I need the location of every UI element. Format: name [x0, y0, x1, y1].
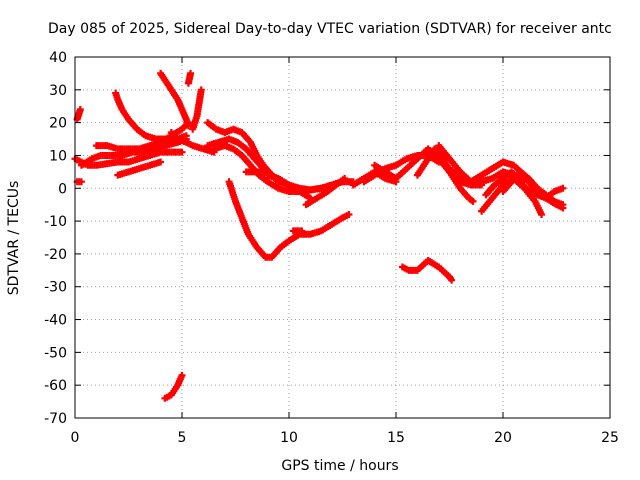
- data-point: [182, 132, 190, 140]
- x-tick-label: 10: [280, 430, 298, 446]
- series-trace-23: [398, 256, 456, 284]
- x-tick-label: 20: [494, 430, 512, 446]
- series-trace-7: [114, 158, 165, 179]
- series-trace-9: [167, 128, 218, 156]
- x-tick-label: 15: [387, 430, 405, 446]
- data-point: [76, 106, 84, 114]
- data-point: [345, 211, 353, 219]
- x-tick-label: 5: [178, 430, 187, 446]
- y-tick-label: -50: [44, 345, 67, 361]
- data-point: [469, 197, 477, 205]
- series-trace-18: [289, 227, 306, 235]
- data-point: [559, 201, 567, 209]
- series-trace-19: [302, 174, 349, 209]
- plot-frame: [74, 56, 611, 419]
- data-point: [559, 184, 567, 192]
- data-point: [178, 148, 186, 156]
- x-axis-label: GPS time / hours: [281, 458, 398, 474]
- series-trace-8: [157, 69, 192, 130]
- series-trace-10: [184, 69, 195, 87]
- y-tick-label: 40: [49, 50, 67, 66]
- y-tick-label: 10: [49, 148, 67, 164]
- data-point: [178, 371, 186, 379]
- chart-title: Day 085 of 2025, Sidereal Day-to-day VTE…: [48, 21, 612, 37]
- series-trace-24: [413, 145, 477, 205]
- data-point: [448, 276, 456, 284]
- data-point: [157, 158, 165, 166]
- y-tick-label: 30: [49, 83, 67, 99]
- x-tick-label: 25: [601, 430, 619, 446]
- y-tick-label: 0: [58, 181, 67, 197]
- series-trace-30: [161, 371, 186, 402]
- data-point: [197, 86, 205, 94]
- grid-lines: [75, 57, 610, 418]
- series-trace-11: [189, 86, 205, 133]
- data-point: [77, 178, 85, 186]
- x-tick-label: 0: [71, 430, 80, 446]
- y-tick-label: -10: [44, 214, 67, 230]
- data-point: [187, 69, 195, 77]
- series-trace-1: [73, 106, 84, 123]
- y-tick-label: 20: [49, 116, 67, 132]
- y-tick-label: -60: [44, 378, 67, 394]
- y-tick-label: -20: [44, 247, 67, 263]
- y-tick-label: -30: [44, 280, 67, 296]
- y-tick-label: -70: [44, 411, 67, 427]
- axis-ticks: 0 5 10 15 20 25 -70 -60 -50 -40 -30 -20 -10 0 10 20 30 40: [44, 50, 619, 446]
- series-trace-17: [264, 171, 314, 202]
- y-tick-label: -40: [44, 313, 67, 329]
- y-axis-label: SDTVAR / TECUs: [6, 181, 22, 296]
- data-series: [71, 69, 567, 402]
- series-trace-29: [499, 168, 567, 209]
- series-trace-26: [446, 158, 567, 212]
- data-point: [341, 174, 349, 182]
- data-point: [538, 211, 546, 219]
- data-point: [298, 227, 306, 235]
